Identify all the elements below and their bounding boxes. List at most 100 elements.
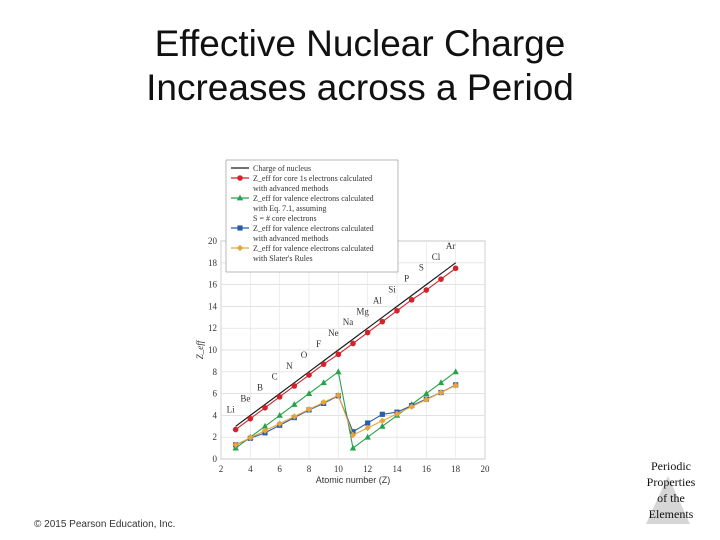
footer-line-3: of the (657, 491, 685, 505)
triangle-icon (646, 476, 690, 524)
x-tick-label: 20 (481, 464, 491, 474)
element-label: Mg (356, 306, 369, 316)
series-point (452, 382, 459, 389)
x-tick-label: 12 (363, 464, 372, 474)
series-point (276, 394, 283, 400)
element-label: N (286, 361, 293, 371)
x-tick-label: 14 (393, 464, 403, 474)
element-label: Al (373, 295, 382, 305)
series-point (291, 401, 298, 407)
series-point (408, 297, 415, 303)
series-point (423, 390, 430, 396)
footer-line-4: Elements (648, 507, 694, 521)
legend-label: with advanced methods (253, 234, 329, 243)
series-point (423, 396, 430, 403)
legend-label: Z_eff for core 1s electrons calculated (253, 174, 372, 183)
element-label: O (301, 350, 308, 360)
element-label: Ne (328, 328, 339, 338)
series-point (437, 389, 445, 396)
legend-swatch-marker (236, 244, 244, 252)
series-point (379, 417, 386, 425)
element-label: S (419, 263, 424, 273)
series-point (365, 420, 371, 426)
x-tick-label: 8 (307, 464, 312, 474)
slide-title-line-1: Effective Nuclear Charge (154, 23, 566, 64)
series-point (438, 276, 444, 282)
series-point (261, 427, 269, 434)
series-line (235, 370, 456, 450)
series-point (291, 383, 298, 389)
legend-label: with Slater's Rules (253, 254, 313, 263)
element-label: Li (227, 404, 235, 414)
series-point (276, 412, 283, 418)
series-point (379, 422, 386, 429)
legend-label: with Eq. 7.1, assuming (253, 204, 326, 213)
legend-label: with advanced methods (253, 184, 329, 193)
y-tick-label: 2 (213, 432, 218, 442)
y-tick-label: 4 (213, 410, 218, 420)
element-label: P (404, 274, 409, 284)
series-point (364, 424, 371, 432)
legend-swatch-marker (236, 194, 244, 201)
y-axis-label: Z_eff (195, 339, 205, 359)
series-point (305, 390, 313, 396)
series-point (408, 403, 415, 410)
series-point (393, 410, 401, 417)
series-line (235, 384, 456, 446)
series-line (235, 262, 457, 427)
x-tick-label: 4 (248, 464, 253, 474)
y-tick-label: 20 (208, 236, 218, 246)
series-point (379, 411, 385, 417)
y-tick-label: 6 (213, 389, 218, 399)
series-point (306, 372, 312, 378)
legend-swatch-marker (237, 225, 243, 231)
legend-label: Z_eff for valence electrons calculated (253, 224, 374, 233)
series-point (335, 392, 342, 399)
y-tick-label: 12 (208, 323, 217, 333)
series-line (235, 267, 456, 431)
series-point (452, 368, 459, 375)
y-tick-label: 14 (208, 301, 218, 311)
element-label: C (272, 372, 278, 382)
series-point (247, 434, 254, 441)
element-label: B (257, 383, 263, 393)
x-tick-label: 16 (422, 464, 432, 474)
element-label: Be (240, 394, 250, 404)
element-label: F (316, 339, 321, 349)
series-point (350, 429, 356, 435)
y-tick-label: 10 (208, 345, 218, 355)
footer-text: Periodic Properties of the Elements (638, 458, 704, 522)
series-point (261, 422, 269, 429)
series-point (262, 404, 268, 411)
element-label: Si (388, 285, 396, 295)
series-point (423, 287, 430, 293)
series-point (335, 368, 342, 375)
legend-swatch-marker (237, 175, 243, 181)
series-point (232, 426, 239, 433)
series-point (305, 406, 313, 413)
series-point (364, 329, 371, 336)
series-point (291, 413, 298, 420)
y-tick-label: 8 (213, 367, 218, 377)
series-point (247, 415, 254, 422)
slide-title: Effective Nuclear Charge Increases acros… (0, 22, 720, 110)
legend-label: S = # core electrons (253, 214, 317, 223)
y-tick-label: 0 (213, 454, 218, 464)
series-point (349, 431, 357, 439)
x-tick-label: 2 (219, 464, 224, 474)
legend-box (225, 159, 399, 273)
series-point (379, 318, 386, 325)
series-point (232, 441, 239, 449)
series-point (335, 351, 342, 358)
y-tick-label: 18 (208, 258, 218, 268)
element-label: Cl (432, 252, 441, 262)
series-point (452, 265, 459, 272)
copyright-notice: © 2015 Pearson Education, Inc. (34, 519, 176, 530)
series-point (394, 307, 400, 314)
legend-label: Z_eff for valence electrons calculated (253, 194, 374, 203)
legend-label: Z_eff for valence electrons calculated (253, 244, 374, 253)
footer-line-1: Periodic (651, 459, 691, 473)
footer-section-label: Periodic Properties of the Elements (638, 458, 704, 528)
x-tick-label: 18 (451, 464, 461, 474)
